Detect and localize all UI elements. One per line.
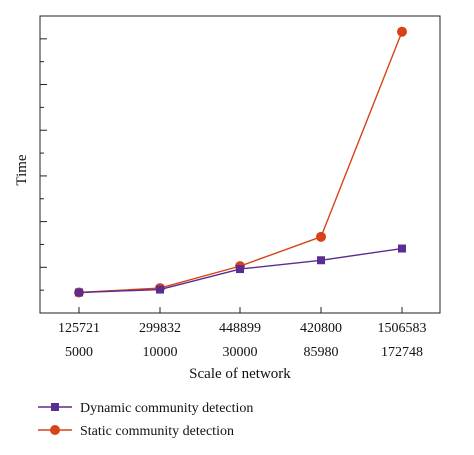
x-tick-label-top: 448899 <box>219 321 261 336</box>
legend-item: Dynamic community detection <box>38 401 253 416</box>
series-static <box>74 26 407 298</box>
y-axis-label: Time <box>14 154 30 185</box>
legend-label: Dynamic community detection <box>80 401 253 416</box>
legend-item: Static community detection <box>38 424 234 439</box>
series-layer <box>74 26 407 298</box>
data-point-circle <box>316 231 326 242</box>
legend: Dynamic community detection Static commun… <box>38 401 253 439</box>
legend-label: Static community detection <box>80 424 234 439</box>
legend-marker-circle <box>50 425 60 435</box>
data-point-square <box>236 265 244 274</box>
x-tick-label-top: 299832 <box>139 321 181 336</box>
x-tick-label-top: 420800 <box>300 321 342 336</box>
data-point-square <box>398 244 406 253</box>
data-point-square <box>156 285 164 294</box>
x-tick-label-bottom: 172748 <box>381 345 423 360</box>
x-tick-labels: 125721 5000 299832 10000 448899 30000 420800 85… <box>58 321 427 360</box>
x-tick-label-bottom: 10000 <box>143 345 178 360</box>
x-tick-label-top: 125721 <box>58 321 100 336</box>
data-point-square <box>75 288 83 297</box>
data-point-square <box>317 256 325 265</box>
x-tick-label-bottom: 5000 <box>65 345 93 360</box>
x-tick-label-top: 1506583 <box>378 321 427 336</box>
legend-marker-square <box>51 403 59 411</box>
x-tick-label-bottom: 85980 <box>304 345 339 360</box>
series-dynamic <box>75 244 406 297</box>
data-point-circle <box>397 26 407 37</box>
x-tick-label-bottom: 30000 <box>223 345 258 360</box>
x-axis-label: Scale of network <box>189 366 291 382</box>
axes <box>39 15 441 314</box>
series-line <box>78 31 403 294</box>
